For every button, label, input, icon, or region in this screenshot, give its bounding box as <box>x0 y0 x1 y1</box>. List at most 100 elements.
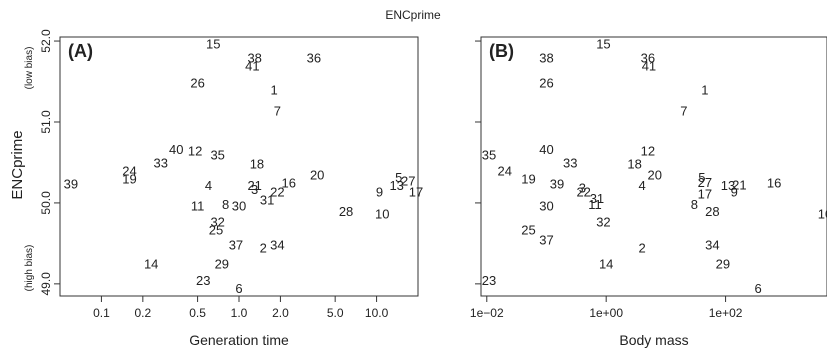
point-label-b: 18 <box>627 156 641 171</box>
point-label-b: 38 <box>539 50 553 65</box>
point-label-a: 10 <box>375 207 389 222</box>
point-label-a: 30 <box>232 198 246 213</box>
y-annotation-high-bias: (high bias) <box>24 245 35 292</box>
point-label-b: 25 <box>521 223 535 238</box>
point-label-b: 11 <box>588 197 602 212</box>
point-label-b: 15 <box>596 37 610 52</box>
point-label-a: 17 <box>409 185 423 200</box>
y-tick-label: 49.0 <box>39 272 53 296</box>
point-label-a: 20 <box>310 168 324 183</box>
point-label-a: 32 <box>210 215 224 230</box>
plot-frame-a <box>59 36 419 297</box>
point-label-b: 3 <box>579 181 586 196</box>
point-label-a: 22 <box>270 185 284 200</box>
point-label-b: 24 <box>498 164 512 179</box>
point-label-a: 36 <box>307 50 321 65</box>
point-label-a: 4 <box>205 178 212 193</box>
point-label-a: 18 <box>250 156 264 171</box>
point-label-a: 21 <box>247 178 261 193</box>
point-label-b: 13 <box>721 178 735 193</box>
point-label-b: 21 <box>732 177 746 192</box>
point-label-a: 3 <box>251 182 258 197</box>
point-label-a: 31 <box>260 193 274 208</box>
point-label-a: 38 <box>247 50 261 65</box>
y-annotation-low-bias: (low bias) <box>24 47 35 90</box>
point-label-b: 17 <box>698 186 712 201</box>
point-label-a: 2 <box>260 240 267 255</box>
x-tick-label-b: 1e+00 <box>589 306 623 320</box>
x-tick-label-b: 1e−02 <box>470 306 504 320</box>
figure-title: ENCprime <box>385 8 441 22</box>
point-label-a: 41 <box>245 58 259 73</box>
point-label-b: 31 <box>590 191 604 206</box>
point-label-b: 22 <box>576 185 590 200</box>
point-label-b: 33 <box>563 156 577 171</box>
x-tick-label-a: 0.1 <box>93 306 110 320</box>
point-label-b: 28 <box>705 204 719 219</box>
panel-a: (A) 0.1 0.2 0.5 1.0 2.0 5.0 10.0 Generation time… <box>39 29 423 348</box>
point-label-b: 27 <box>698 175 712 190</box>
y-axis-label: ENCprime <box>9 130 26 199</box>
point-label-b: 4 <box>639 178 646 193</box>
point-label-b: 19 <box>521 172 535 187</box>
point-label-b: 39 <box>550 177 564 192</box>
x-tick-label-a: 0.2 <box>134 306 151 320</box>
point-label-b: 2 <box>639 240 646 255</box>
x-tick-label-a: 1.0 <box>231 306 248 320</box>
point-label-a: 26 <box>190 75 204 90</box>
x-tick-label-a: 2.0 <box>272 306 289 320</box>
point-label-a: 33 <box>154 156 168 171</box>
point-label-b: 26 <box>539 75 553 90</box>
point-label-b: 16 <box>767 176 781 191</box>
plot-frame-b <box>480 36 827 297</box>
x-axis-label-b: Body mass <box>619 332 688 348</box>
point-label-a: 28 <box>339 204 353 219</box>
point-label-b: 7 <box>680 104 687 119</box>
point-label-a: 24 <box>122 164 136 179</box>
panel-label-b: (B) <box>489 41 514 61</box>
point-label-a: 37 <box>229 237 243 252</box>
y-tick-label: 50.0 <box>39 191 53 215</box>
point-label-a: 40 <box>169 142 183 157</box>
point-label-b: 12 <box>641 143 655 158</box>
point-label-b: 30 <box>539 198 553 213</box>
point-label-b: 10 <box>818 207 827 222</box>
point-label-a: 12 <box>188 143 202 158</box>
point-label-b: 36 <box>641 50 655 65</box>
point-label-b: 41 <box>642 58 656 73</box>
point-label-b: 5 <box>698 170 705 185</box>
point-label-a: 25 <box>209 223 223 238</box>
point-label-a: 5 <box>395 170 402 185</box>
point-label-b: 29 <box>716 257 730 272</box>
point-label-a: 34 <box>270 237 284 252</box>
point-label-b: 23 <box>482 273 496 288</box>
point-label-b: 40 <box>539 142 553 157</box>
point-label-b: 1 <box>701 83 708 98</box>
point-label-b: 6 <box>754 281 761 296</box>
point-label-a: 9 <box>376 185 383 200</box>
point-label-a: 8 <box>222 197 229 212</box>
point-label-b: 9 <box>731 185 738 200</box>
point-label-a: 35 <box>210 147 224 162</box>
point-label-a: 11 <box>191 198 205 213</box>
y-tick-label: 51.0 <box>39 110 53 134</box>
point-label-b: 20 <box>647 168 661 183</box>
point-label-b: 37 <box>539 232 553 247</box>
point-label-a: 19 <box>122 172 136 187</box>
point-label-a: 16 <box>282 176 296 191</box>
point-label-a: 39 <box>64 177 78 192</box>
panel-label-a: (A) <box>68 41 93 61</box>
point-label-b: 8 <box>691 197 698 212</box>
point-label-a: 29 <box>215 257 229 272</box>
point-label-a: 13 <box>389 178 403 193</box>
point-label-a: 1 <box>271 83 278 98</box>
point-label-a: 14 <box>144 257 158 272</box>
x-tick-label-b: 1e+02 <box>709 306 743 320</box>
point-label-a: 23 <box>196 273 210 288</box>
point-label-a: 27 <box>401 173 415 188</box>
point-label-a: 15 <box>206 37 220 52</box>
x-tick-label-a: 0.5 <box>189 306 206 320</box>
point-label-b: 35 <box>482 147 496 162</box>
